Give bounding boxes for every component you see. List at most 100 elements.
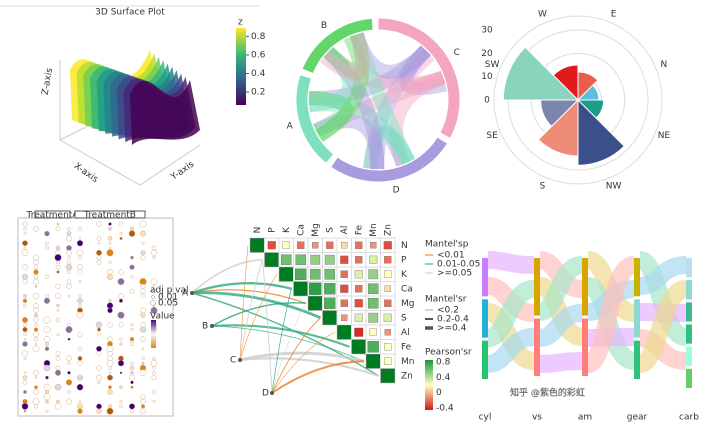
dot xyxy=(118,322,124,328)
dot xyxy=(34,265,38,270)
dot xyxy=(33,327,39,332)
cell xyxy=(280,254,292,266)
row-label: N xyxy=(401,241,408,251)
dot xyxy=(34,342,38,346)
dot xyxy=(108,385,112,390)
dot xyxy=(96,403,102,410)
size-key xyxy=(151,295,155,299)
dot xyxy=(129,374,135,381)
size-legend-title: adj p val xyxy=(150,286,189,296)
dot xyxy=(56,222,60,226)
dot xyxy=(130,380,134,385)
column-label: P xyxy=(267,227,277,233)
dot xyxy=(56,260,60,265)
dot xyxy=(106,249,114,257)
dot xyxy=(152,255,156,260)
cell xyxy=(340,284,349,293)
axis-label: carb xyxy=(679,413,699,423)
dot xyxy=(44,389,50,395)
mantel-link xyxy=(211,302,307,327)
dot xyxy=(33,337,39,342)
dot xyxy=(65,263,73,271)
dot xyxy=(96,236,102,241)
dot xyxy=(43,335,51,343)
cell xyxy=(340,255,349,264)
column-label: Fe xyxy=(354,224,364,235)
cell xyxy=(312,242,319,249)
dot xyxy=(152,366,156,370)
dot xyxy=(78,280,82,284)
dot xyxy=(67,361,71,365)
dot xyxy=(130,371,134,375)
dot xyxy=(96,351,102,356)
dot xyxy=(78,237,82,240)
dot xyxy=(130,323,134,327)
colorbar-tick-label: 0.2 xyxy=(251,88,265,98)
dot xyxy=(65,326,73,334)
dot xyxy=(139,408,147,415)
dot xyxy=(33,259,39,265)
dot xyxy=(78,400,82,403)
dot xyxy=(129,337,135,342)
size-legend-label: 0.05 xyxy=(158,299,178,309)
row-label: P xyxy=(401,255,407,265)
dot xyxy=(128,230,136,237)
dot xyxy=(45,399,49,404)
dot xyxy=(33,370,39,376)
row-label: K xyxy=(401,270,408,280)
direction-label: NE xyxy=(658,131,671,141)
sector-label: C xyxy=(454,48,460,58)
x-axis-label: X-axis xyxy=(72,161,100,185)
dot xyxy=(152,371,156,375)
dot xyxy=(130,275,134,279)
flow xyxy=(485,280,536,347)
ribbon xyxy=(389,70,446,167)
dot xyxy=(33,278,39,285)
dot xyxy=(130,385,134,389)
dot xyxy=(76,383,84,391)
row-label: Mg xyxy=(401,299,414,309)
row-label: Ca xyxy=(401,284,413,294)
cell xyxy=(368,312,379,323)
dot xyxy=(43,316,51,324)
dot xyxy=(150,359,158,367)
dot xyxy=(130,409,134,413)
colorbar-tick-label: 0.6 xyxy=(251,50,266,60)
radial-tick-label: 20 xyxy=(481,49,493,59)
column-label: S xyxy=(325,227,335,233)
dot xyxy=(66,279,72,284)
cell xyxy=(308,296,323,311)
dot xyxy=(119,298,123,303)
dot xyxy=(56,332,60,336)
dot xyxy=(139,278,147,286)
dot xyxy=(141,356,145,361)
dot xyxy=(140,404,146,409)
dot xyxy=(77,403,83,410)
color-key xyxy=(151,320,156,348)
axis-label: cyl xyxy=(479,413,492,423)
dot xyxy=(119,371,123,375)
ribbon xyxy=(313,70,446,137)
size-legend-label: 0.01 xyxy=(158,293,178,303)
dot xyxy=(34,285,38,288)
dot xyxy=(22,279,28,285)
flow xyxy=(584,256,637,373)
dot xyxy=(67,226,71,231)
colorbar-title: Pearson'sr xyxy=(425,348,472,358)
dot xyxy=(32,345,40,353)
dot xyxy=(66,398,72,405)
dot xyxy=(56,399,60,404)
mantel-link xyxy=(239,274,278,361)
facet-label: TreatmentB xyxy=(83,211,136,221)
legend-label: >=0.4 xyxy=(437,324,467,334)
dot xyxy=(44,346,50,351)
dot xyxy=(55,293,61,299)
cell xyxy=(354,313,363,322)
dot xyxy=(22,350,28,357)
dot xyxy=(77,356,83,361)
polar-bar xyxy=(577,71,599,102)
dot xyxy=(152,284,156,288)
flow xyxy=(537,256,584,321)
cell xyxy=(337,325,352,340)
polar-bar xyxy=(537,98,579,157)
